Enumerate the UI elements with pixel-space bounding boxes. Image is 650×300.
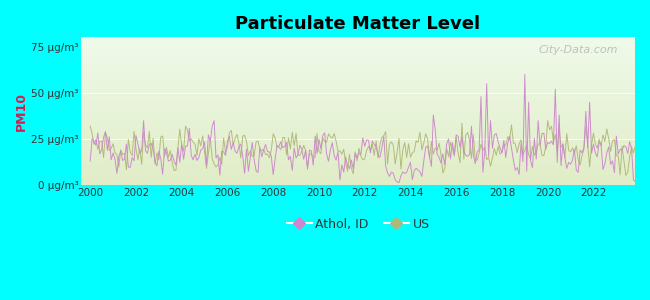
- Legend: Athol, ID, US: Athol, ID, US: [281, 212, 435, 236]
- Y-axis label: PM10: PM10: [15, 92, 28, 131]
- Title: Particulate Matter Level: Particulate Matter Level: [235, 15, 480, 33]
- Text: City-Data.com: City-Data.com: [539, 45, 618, 55]
